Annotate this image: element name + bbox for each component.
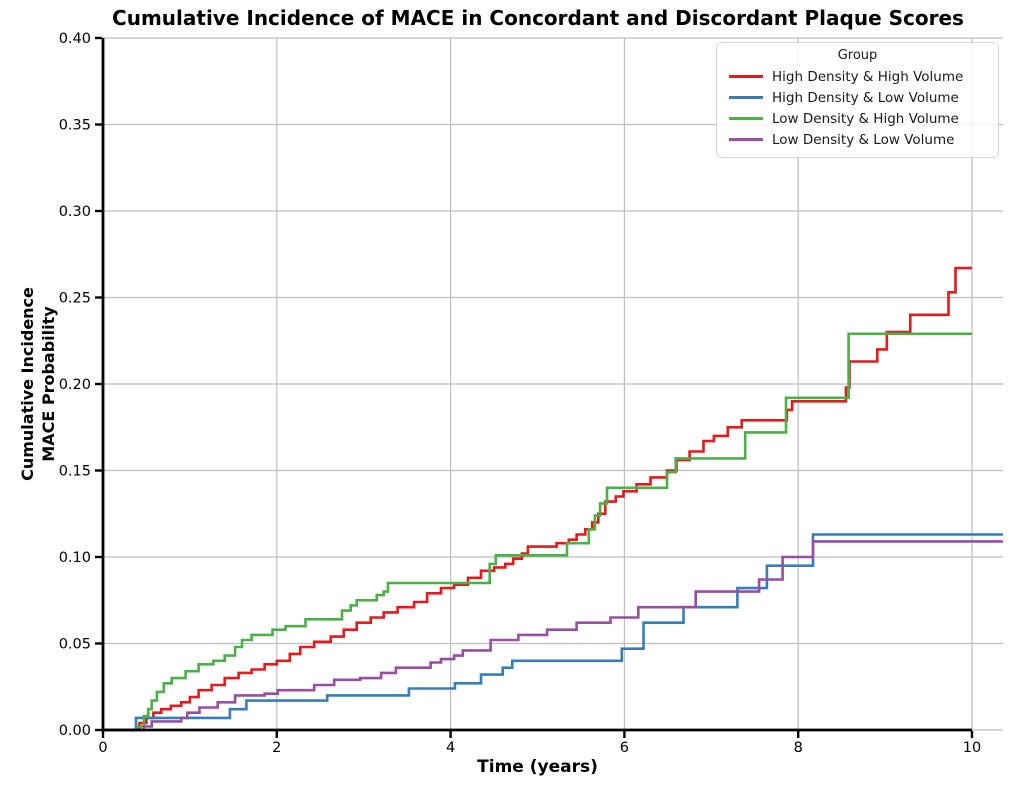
y-tick-label: 0.40: [59, 31, 91, 47]
y-tick-label: 0.30: [59, 204, 91, 220]
y-tick-label: 0.35: [59, 118, 91, 134]
legend-label: Low Density & Low Volume: [772, 131, 955, 148]
y-tick-label: 0.00: [59, 723, 91, 739]
x-tick-label: 8: [794, 740, 803, 756]
legend-item: Low Density & High Volume: [725, 108, 990, 129]
legend: Group High Density & High Volume High Den…: [716, 42, 999, 158]
series-line: [103, 266, 972, 732]
x-tick-label: 10: [963, 740, 981, 756]
x-tick-label: 0: [98, 740, 107, 756]
legend-label: Low Density & High Volume: [772, 110, 959, 127]
y-tick-label: 0.05: [59, 637, 91, 653]
x-tick-label: 6: [620, 740, 629, 756]
legend-items: High Density & High Volume High Density &…: [725, 66, 990, 150]
legend-swatch: [729, 75, 763, 78]
x-tick-label: 4: [446, 740, 455, 756]
legend-swatch: [729, 138, 763, 141]
legend-label: High Density & High Volume: [772, 68, 964, 85]
legend-swatch: [729, 117, 763, 120]
x-axis-label: Time (years): [477, 757, 598, 777]
chart-title: Cumulative Incidence of MACE in Concorda…: [112, 6, 964, 30]
y-tick-label: 0.15: [59, 464, 91, 480]
y-tick-label: 0.10: [59, 550, 91, 566]
series-line: [103, 332, 972, 732]
legend-title: Group: [837, 48, 878, 63]
y-tick-label: 0.25: [59, 291, 91, 307]
x-tick-label: 2: [272, 740, 281, 756]
legend-label: High Density & Low Volume: [772, 89, 959, 106]
legend-item: Low Density & Low Volume: [725, 129, 990, 150]
legend-swatch: [729, 96, 763, 99]
series-line: [103, 533, 1003, 732]
y-tick-label: 0.20: [59, 377, 91, 393]
legend-item: High Density & Low Volume: [725, 87, 990, 108]
series-line: [103, 540, 1003, 732]
legend-item: High Density & High Volume: [725, 66, 990, 87]
